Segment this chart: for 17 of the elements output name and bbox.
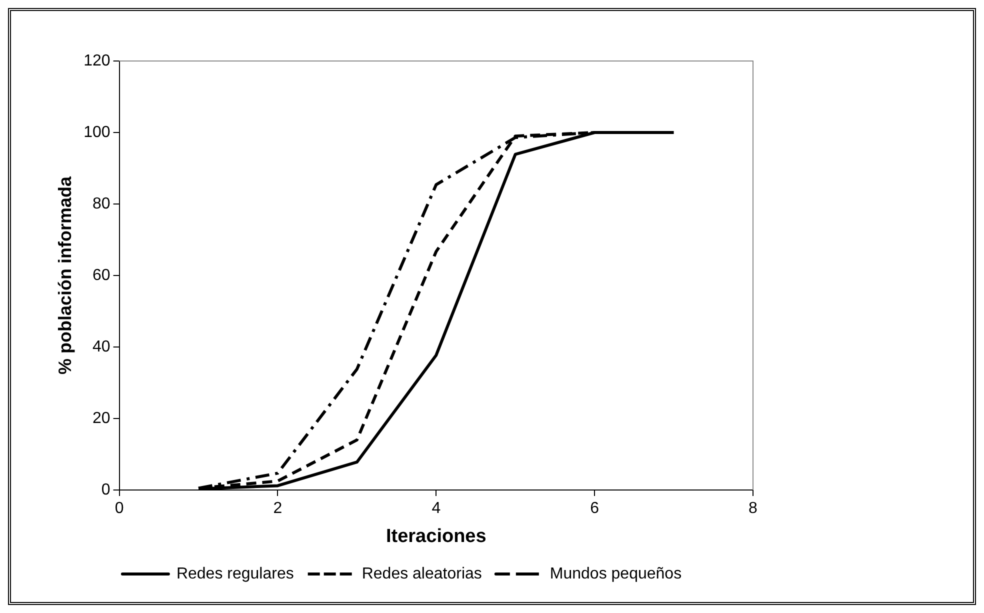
- y-tick-label: 40: [92, 338, 110, 356]
- y-tick-label: 100: [84, 124, 110, 141]
- x-tick-label: 6: [590, 500, 600, 518]
- x-tick-label: 2: [273, 500, 282, 518]
- x-tick-label: 4: [432, 500, 441, 518]
- x-axis-title: Iteraciones: [386, 526, 486, 547]
- legend-label: Mundos pequeños: [550, 565, 682, 582]
- y-tick-label: 20: [92, 410, 110, 427]
- y-tick-label: 0: [101, 481, 110, 498]
- x-tick-label: 8: [748, 500, 758, 518]
- y-tick-label: 80: [92, 195, 110, 212]
- y-axis-title: % población informada: [54, 176, 75, 375]
- legend-label: Redes aleatorias: [362, 565, 482, 582]
- x-tick-label: 0: [114, 500, 124, 518]
- y-tick-label: 120: [84, 52, 110, 70]
- legend-label: Redes regulares: [176, 565, 294, 582]
- y-tick-label: 60: [92, 266, 110, 284]
